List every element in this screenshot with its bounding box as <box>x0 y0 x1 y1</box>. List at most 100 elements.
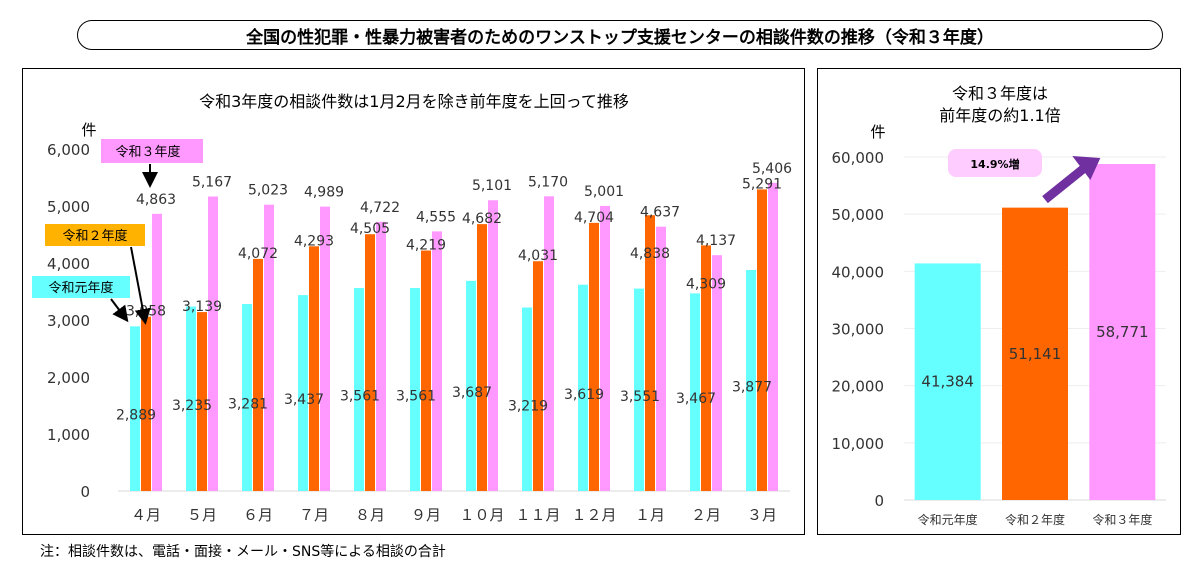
page-title: 全国の性犯罪・性暴力被害者のためのワンストップ支援センターの相談件数の推移（令和… <box>77 20 1163 50</box>
x-tick-label: 令和元年度 <box>918 512 978 527</box>
data-label-r2: 4,031 <box>518 248 558 264</box>
data-label-r3: 5,101 <box>472 178 512 194</box>
bar-r2 <box>253 258 263 491</box>
bar-r2 <box>477 224 487 491</box>
bar-r1 <box>634 288 644 491</box>
annual-chart-panel: 令和３年度は 前年度の約1.1倍件 0 10,000 20,000 30,000 40,00… <box>817 68 1181 535</box>
bar-r3 <box>208 196 218 491</box>
bar-r3 <box>320 206 330 491</box>
bar-r1 <box>690 293 700 491</box>
x-tick-label: ４月 <box>131 506 161 524</box>
annual-bar <box>1002 207 1068 500</box>
annual-bar <box>914 263 981 500</box>
bar-r1 <box>298 295 308 491</box>
x-tick-label: １２月 <box>571 506 616 524</box>
data-label-r3: 4,863 <box>136 192 176 208</box>
data-label-r3: 4,722 <box>360 200 400 216</box>
bar-r1 <box>186 306 196 491</box>
bar-r3 <box>488 200 498 492</box>
legend-label-r3-box <box>101 139 203 163</box>
bar-r3 <box>712 255 722 491</box>
y-tick-label: 0 <box>874 492 884 510</box>
annual-data-label: 51,141 <box>1009 345 1062 363</box>
data-label-r1: 3,281 <box>228 396 268 412</box>
bar-r1 <box>466 280 476 491</box>
annual-chart-title-line: 前年度の約1.1倍 <box>939 106 1060 125</box>
y-tick-label: 40,000 <box>832 263 885 281</box>
legend-label-r2-box <box>45 224 145 246</box>
bar-r2 <box>365 234 375 491</box>
x-tick-label: ５月 <box>187 506 217 524</box>
data-label-r1: 3,219 <box>508 398 548 414</box>
x-tick-label: ３月 <box>747 506 777 524</box>
annual-chart-title-line: 令和３年度は <box>952 84 1048 103</box>
data-label-r1: 3,235 <box>172 398 212 414</box>
data-label-r2: 3,139 <box>182 299 222 315</box>
y-tick-label: 2,000 <box>47 369 90 387</box>
y-tick-label: 60,000 <box>832 149 885 167</box>
data-label-r2: 4,072 <box>238 246 278 262</box>
bar-r2 <box>701 245 711 491</box>
bar-r1 <box>354 288 364 491</box>
data-label-r3: 4,989 <box>304 185 344 201</box>
annual-data-label: 58,771 <box>1096 323 1149 341</box>
data-label-r1: 2,889 <box>116 408 156 424</box>
data-label-r1: 3,437 <box>284 392 324 408</box>
data-label-r1: 3,561 <box>396 389 436 405</box>
bar-r2 <box>141 316 151 491</box>
data-label-r1: 3,877 <box>732 380 772 396</box>
bar-r1 <box>242 303 252 491</box>
footnote: 注：相談件数は、電話・面接・メール・SNS等による相談の合計 <box>40 544 446 560</box>
data-label-r1: 3,551 <box>620 389 660 405</box>
y-axis-unit: 件 <box>81 121 96 139</box>
bar-r2 <box>645 215 655 491</box>
data-label-r3: 5,170 <box>528 174 568 190</box>
data-label-r1: 3,467 <box>676 391 716 407</box>
legend-label-r1-box <box>32 276 130 298</box>
y-tick-label: 1,000 <box>47 426 90 444</box>
growth-badge <box>948 149 1042 177</box>
y-tick-label: 3,000 <box>47 312 90 330</box>
data-label-r2: 4,505 <box>350 221 390 237</box>
y-tick-label: 5,000 <box>47 198 90 216</box>
legend-label-r1: 令和元年度 <box>48 280 113 296</box>
bar-r3 <box>600 205 610 491</box>
chart-title: 令和3年度の相談件数は1月2月を除き前年度を上回って推移 <box>199 92 629 111</box>
y-axis-unit: 件 <box>870 123 885 141</box>
legend-arrow <box>130 246 151 325</box>
bar-r1 <box>410 288 420 491</box>
data-label-r3: 4,555 <box>416 209 456 225</box>
x-tick-label: ２月 <box>691 506 721 524</box>
monthly-chart-panel: 令和3年度の相談件数は1月2月を除き前年度を上回って推移件 0 1,000 2,000… <box>22 68 805 535</box>
bar-r3 <box>432 231 442 492</box>
y-tick-label: 10,000 <box>832 435 885 453</box>
bar-r2 <box>309 246 319 491</box>
legend-arrow <box>110 298 129 323</box>
y-tick-label: 30,000 <box>832 321 885 339</box>
y-tick-label: 20,000 <box>832 378 885 396</box>
data-label-r2: 4,309 <box>686 276 726 292</box>
x-tick-label: １月 <box>635 506 665 524</box>
x-tick-label: ７月 <box>299 506 329 524</box>
bar-r2 <box>197 312 207 491</box>
data-label-r3: 4,637 <box>640 205 680 221</box>
data-label-r2: 5,291 <box>742 176 782 192</box>
bar-r1 <box>746 270 756 491</box>
bar-r3 <box>768 182 778 491</box>
data-label-r3: 5,001 <box>584 184 624 200</box>
bar-r1 <box>522 307 532 491</box>
bar-r2 <box>757 189 767 491</box>
legend-label-r2: 令和２年度 <box>62 228 127 244</box>
x-tick-label: 令和２年度 <box>1005 512 1065 527</box>
y-tick-label: 0 <box>80 483 90 501</box>
data-label-r3: 5,167 <box>192 174 232 190</box>
bar-r1 <box>578 284 588 491</box>
y-tick-label: 4,000 <box>47 255 90 273</box>
data-label-r3: 5,023 <box>248 183 288 199</box>
data-label-r2: 4,704 <box>574 210 614 226</box>
bar-r3 <box>544 196 554 491</box>
bar-r3 <box>264 204 274 491</box>
data-label-r1: 3,561 <box>340 389 380 405</box>
